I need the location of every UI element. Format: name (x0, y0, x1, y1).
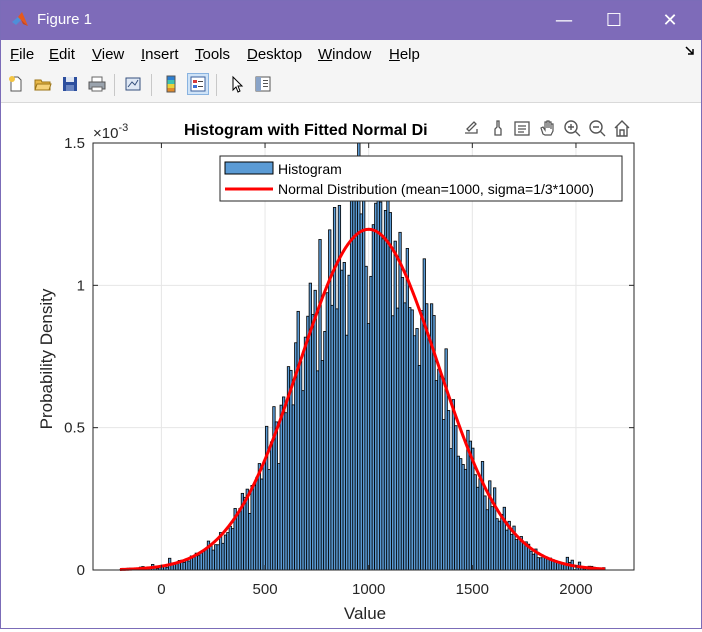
close-icon: ✕ (662, 10, 677, 31)
menu-bar: File Edit View Insert Tools Desktop Wind… (1, 40, 701, 68)
save-button[interactable] (59, 73, 81, 95)
open-file-button[interactable] (32, 73, 54, 95)
edit-plot-icon (228, 75, 246, 93)
edit-plot-button[interactable] (226, 73, 248, 95)
y-exponent-label: ×10-3 (93, 122, 128, 142)
property-inspector-button[interactable] (252, 73, 274, 95)
restore-view-icon[interactable] (615, 121, 629, 136)
menu-file[interactable]: File (10, 46, 34, 63)
figure-toolbar (1, 68, 701, 103)
link-plot-icon (124, 75, 142, 93)
pan-icon[interactable] (541, 121, 553, 135)
menu-window[interactable]: Window (318, 46, 371, 63)
x-tick-label: 1000 (352, 581, 385, 598)
menu-view[interactable]: View (92, 46, 124, 63)
title-bar[interactable]: Figure 1 — ☐ ✕ (1, 1, 701, 40)
y-axis-label: Probability Density (37, 288, 56, 429)
insert-legend-button[interactable] (187, 73, 209, 95)
menu-insert[interactable]: Insert (141, 46, 179, 63)
y-tick-label: 1.5 (64, 135, 85, 152)
y-tick-label: 0.5 (64, 420, 85, 437)
open-file-icon (34, 75, 52, 93)
data-tips-icon[interactable] (515, 122, 529, 135)
chart-title: Histogram with Fitted Normal Di (184, 122, 428, 139)
dock-figure-icon[interactable] (685, 46, 695, 56)
save-icon (61, 75, 79, 93)
histogram-bars (120, 143, 605, 570)
menu-tools[interactable]: Tools (195, 46, 230, 63)
legend[interactable]: Histogram Normal Distribution (mean=1000… (220, 156, 622, 201)
export-icon[interactable] (465, 122, 477, 133)
new-figure-button[interactable] (5, 73, 27, 95)
menu-desktop[interactable]: Desktop (247, 46, 302, 63)
maximize-button[interactable]: ☐ (591, 1, 637, 40)
close-button[interactable]: ✕ (647, 1, 693, 40)
matlab-logo-icon (11, 11, 29, 29)
property-inspector-icon (254, 75, 272, 93)
minimize-icon: — (555, 10, 573, 31)
axes-toolbar (465, 121, 629, 136)
new-figure-icon (7, 75, 25, 93)
insert-legend-icon (189, 75, 207, 93)
legend-label-normal: Normal Distribution (mean=1000, sigma=1/… (278, 181, 594, 197)
y-tick-label: 1 (77, 277, 85, 294)
x-tick-label: 500 (253, 581, 278, 598)
x-tick-label: 0 (157, 581, 165, 598)
toolbar-separator (151, 74, 152, 96)
zoom-in-icon[interactable] (565, 121, 580, 136)
insert-colorbar-button[interactable] (160, 73, 182, 95)
legend-swatch-histogram (225, 162, 273, 174)
window-title: Figure 1 (37, 11, 92, 28)
x-tick-label: 1500 (456, 581, 489, 598)
legend-label-histogram: Histogram (278, 161, 342, 177)
x-tick-label: 2000 (559, 581, 592, 598)
maximize-icon: ☐ (606, 10, 622, 31)
figure-canvas: 0 500 1000 1500 2000 0 0.5 1 1.5 Histogram with … (1, 103, 701, 628)
x-axis-label: Value (344, 604, 386, 623)
toolbar-separator (216, 74, 217, 96)
minimize-button[interactable]: — (541, 1, 587, 40)
menu-edit[interactable]: Edit (49, 46, 75, 63)
zoom-out-icon[interactable] (590, 121, 605, 136)
y-tick-label: 0 (77, 562, 85, 579)
toolbar-separator (114, 74, 115, 96)
print-icon (88, 75, 106, 93)
menu-help[interactable]: Help (389, 46, 420, 63)
insert-colorbar-icon (162, 75, 180, 93)
print-button[interactable] (86, 73, 108, 95)
link-plot-button[interactable] (122, 73, 144, 95)
histogram-chart: 0 500 1000 1500 2000 0 0.5 1 1.5 Histogram with … (1, 103, 701, 628)
brush-icon[interactable] (495, 121, 501, 135)
